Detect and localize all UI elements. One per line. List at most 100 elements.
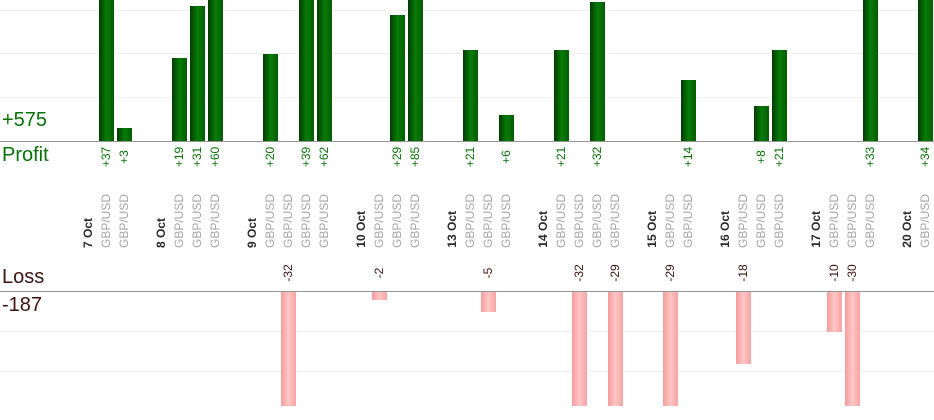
instrument-label: GBP/USD xyxy=(408,193,422,248)
profit-value-label: +37 xyxy=(99,146,113,168)
profit-gridline xyxy=(0,10,934,11)
loss-value-label: -10 xyxy=(827,264,841,282)
profit-bar xyxy=(918,0,933,141)
instrument-label: GBP/USD xyxy=(590,193,604,248)
loss-value-label: -29 xyxy=(608,264,622,282)
instrument-label: GBP/USD xyxy=(572,193,586,248)
profit-value-label: +62 xyxy=(317,146,331,168)
profit-bar xyxy=(554,50,569,141)
profit-bar xyxy=(772,50,787,141)
profit-value-label: +21 xyxy=(772,146,786,168)
profit-axis-title: Profit xyxy=(2,144,49,166)
loss-bar xyxy=(827,292,842,332)
instrument-label: GBP/USD xyxy=(845,193,859,248)
profit-bar xyxy=(190,6,205,141)
instrument-label: GBP/USD xyxy=(499,193,513,248)
profit-value-label: +85 xyxy=(408,146,422,168)
profit-value-label: +39 xyxy=(299,146,313,168)
instrument-label: GBP/USD xyxy=(172,193,186,248)
loss-bar xyxy=(608,292,623,406)
profit-bar xyxy=(863,0,878,141)
profit-value-label: +21 xyxy=(554,146,568,168)
profit-value-label: +60 xyxy=(208,146,222,168)
instrument-label: GBP/USD xyxy=(117,193,131,248)
loss-bar xyxy=(281,292,296,406)
profit-value-label: +6 xyxy=(499,150,513,164)
profit-total: +575 xyxy=(2,109,48,131)
instrument-label: GBP/USD xyxy=(918,193,932,248)
instrument-label: GBP/USD xyxy=(299,193,313,248)
instrument-label: GBP/USD xyxy=(281,193,295,248)
profit-value-label: +32 xyxy=(590,146,604,168)
profit-value-label: +14 xyxy=(681,146,695,168)
loss-axis-title: Loss xyxy=(2,266,45,288)
profit-bar xyxy=(499,115,514,141)
instrument-label: GBP/USD xyxy=(481,193,495,248)
profit-plot-area xyxy=(0,0,934,141)
date-label: 15 Oct xyxy=(645,211,659,248)
profit-bar xyxy=(390,15,405,141)
date-label: 14 Oct xyxy=(536,211,550,248)
loss-plot-area xyxy=(0,292,934,406)
instrument-label: GBP/USD xyxy=(827,193,841,248)
profit-bar xyxy=(590,2,605,141)
loss-value-label: -29 xyxy=(663,264,677,282)
date-label: 9 Oct xyxy=(245,217,259,248)
instrument-label: GBP/USD xyxy=(190,193,204,248)
profit-bar xyxy=(299,0,314,141)
profit-bar xyxy=(408,0,423,141)
loss-bar xyxy=(736,292,751,364)
instrument-label: GBP/USD xyxy=(736,193,750,248)
instrument-label: GBP/USD xyxy=(372,193,386,248)
profit-bar xyxy=(117,128,132,141)
instrument-label: GBP/USD xyxy=(681,193,695,248)
loss-gridline xyxy=(0,331,934,332)
profit-value-label: +20 xyxy=(263,146,277,168)
profit-value-label: +21 xyxy=(463,146,477,168)
profit-bar xyxy=(681,80,696,141)
loss-value-label: -5 xyxy=(481,267,495,279)
instrument-label: GBP/USD xyxy=(99,193,113,248)
instrument-label: GBP/USD xyxy=(463,193,477,248)
loss-value-label: -2 xyxy=(372,267,386,279)
profit-value-label: +29 xyxy=(390,146,404,168)
profit-value-label: +33 xyxy=(863,146,877,168)
profit-bar xyxy=(263,54,278,141)
profit-value-label: +31 xyxy=(190,146,204,168)
loss-value-label: -30 xyxy=(845,264,859,282)
profit-value-label: +3 xyxy=(117,150,131,164)
profit-bar xyxy=(754,106,769,141)
instrument-label: GBP/USD xyxy=(263,193,277,248)
instrument-label: GBP/USD xyxy=(754,193,768,248)
loss-gridline xyxy=(0,371,934,372)
instrument-label: GBP/USD xyxy=(772,193,786,248)
date-label: 17 Oct xyxy=(809,211,823,248)
instrument-label: GBP/USD xyxy=(863,193,877,248)
profit-axis-line xyxy=(0,141,934,142)
instrument-label: GBP/USD xyxy=(663,193,677,248)
profit-value-label: +34 xyxy=(918,146,932,168)
loss-bar xyxy=(372,292,387,300)
profit-value-label: +8 xyxy=(754,150,768,164)
profit-bar xyxy=(208,0,223,141)
instrument-label: GBP/USD xyxy=(390,193,404,248)
date-label: 13 Oct xyxy=(445,211,459,248)
date-label: 10 Oct xyxy=(354,211,368,248)
profit-bar xyxy=(463,50,478,141)
loss-value-label: -32 xyxy=(572,264,586,282)
date-label: 16 Oct xyxy=(718,211,732,248)
date-label: 8 Oct xyxy=(154,217,168,248)
loss-total: -187 xyxy=(2,294,43,316)
loss-bar xyxy=(663,292,678,406)
date-label: 7 Oct xyxy=(81,217,95,248)
profit-bar xyxy=(99,0,114,141)
profit-value-label: +19 xyxy=(172,146,186,168)
loss-bar xyxy=(572,292,587,406)
instrument-label: GBP/USD xyxy=(608,193,622,248)
profit-bar xyxy=(172,58,187,141)
instrument-label: GBP/USD xyxy=(317,193,331,248)
loss-bar xyxy=(481,292,496,312)
profit-bar xyxy=(317,0,332,141)
instrument-label: GBP/USD xyxy=(554,193,568,248)
